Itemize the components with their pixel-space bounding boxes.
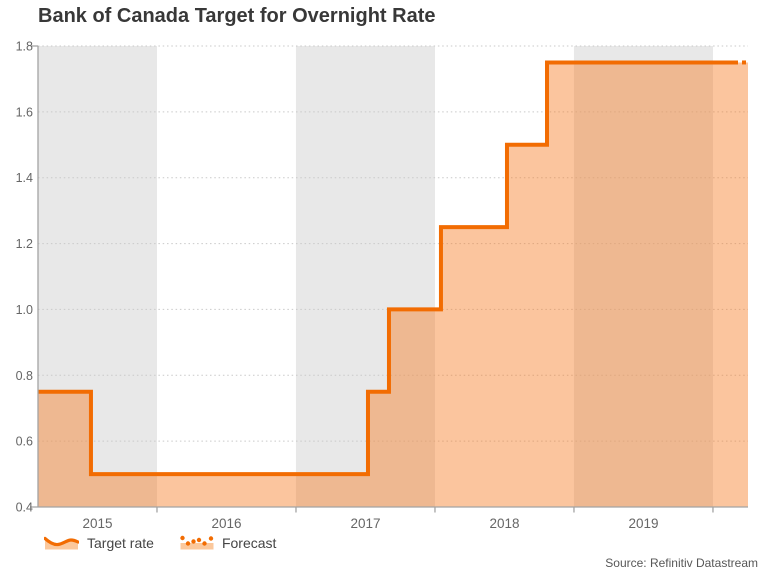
chart-title: Bank of Canada Target for Overnight Rate bbox=[38, 5, 436, 27]
svg-text:0.4: 0.4 bbox=[16, 501, 33, 515]
svg-text:1.0: 1.0 bbox=[16, 303, 33, 317]
axes bbox=[30, 45, 748, 513]
svg-text:2016: 2016 bbox=[211, 516, 241, 531]
svg-text:1.8: 1.8 bbox=[16, 40, 33, 54]
legend: Target rate Forecast bbox=[44, 534, 276, 551]
svg-text:1.4: 1.4 bbox=[16, 171, 33, 185]
rate-area-fill bbox=[38, 62, 748, 507]
y-axis-labels: 0.4 0.6 0.8 1.0 1.2 1.4 1.6 1.8 bbox=[16, 40, 33, 515]
forecast-swatch-icon bbox=[180, 535, 214, 550]
svg-text:1.2: 1.2 bbox=[16, 237, 33, 251]
legend-label-target-rate: Target rate bbox=[87, 534, 154, 551]
svg-text:2017: 2017 bbox=[350, 516, 380, 531]
svg-text:2019: 2019 bbox=[628, 516, 658, 531]
svg-text:0.8: 0.8 bbox=[16, 369, 33, 383]
legend-item-target-rate: Target rate bbox=[44, 534, 154, 551]
svg-text:2015: 2015 bbox=[82, 516, 112, 531]
source-note: Source: Refinitiv Datastream bbox=[605, 556, 758, 570]
svg-text:2018: 2018 bbox=[489, 516, 519, 531]
target-rate-swatch-icon bbox=[44, 536, 79, 550]
legend-label-forecast: Forecast bbox=[221, 534, 277, 551]
target-rate-line bbox=[38, 60, 738, 477]
legend-item-forecast: Forecast bbox=[180, 534, 276, 551]
svg-text:0.6: 0.6 bbox=[16, 435, 33, 449]
svg-text:1.6: 1.6 bbox=[16, 105, 33, 119]
x-axis-labels: 2015 2016 2017 2018 2019 bbox=[82, 516, 658, 531]
year-shading-bands bbox=[38, 46, 713, 507]
